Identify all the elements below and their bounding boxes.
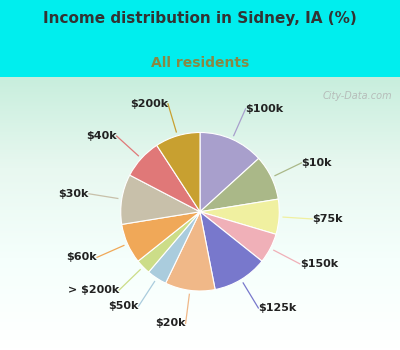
Text: City-Data.com: City-Data.com bbox=[322, 91, 392, 101]
Wedge shape bbox=[166, 212, 215, 291]
Text: All residents: All residents bbox=[151, 56, 249, 70]
Text: $60k: $60k bbox=[66, 252, 97, 262]
Text: $30k: $30k bbox=[58, 189, 89, 199]
Text: Income distribution in Sidney, IA (%): Income distribution in Sidney, IA (%) bbox=[43, 10, 357, 26]
Text: $100k: $100k bbox=[246, 104, 284, 114]
Text: $40k: $40k bbox=[86, 131, 117, 141]
Text: $200k: $200k bbox=[130, 99, 168, 109]
Wedge shape bbox=[200, 212, 276, 261]
Wedge shape bbox=[121, 175, 200, 224]
Text: > $200k: > $200k bbox=[68, 285, 119, 295]
Text: $10k: $10k bbox=[302, 158, 332, 168]
Wedge shape bbox=[130, 145, 200, 212]
Text: $150k: $150k bbox=[300, 259, 338, 269]
Wedge shape bbox=[200, 212, 262, 289]
Text: $125k: $125k bbox=[258, 303, 296, 313]
Wedge shape bbox=[200, 199, 279, 234]
Wedge shape bbox=[122, 212, 200, 261]
Wedge shape bbox=[149, 212, 200, 283]
Wedge shape bbox=[200, 133, 259, 212]
Text: $20k: $20k bbox=[155, 318, 186, 328]
Wedge shape bbox=[138, 212, 200, 272]
Wedge shape bbox=[157, 133, 200, 212]
Text: $75k: $75k bbox=[312, 214, 343, 224]
Text: $50k: $50k bbox=[108, 301, 138, 311]
Wedge shape bbox=[200, 159, 278, 212]
